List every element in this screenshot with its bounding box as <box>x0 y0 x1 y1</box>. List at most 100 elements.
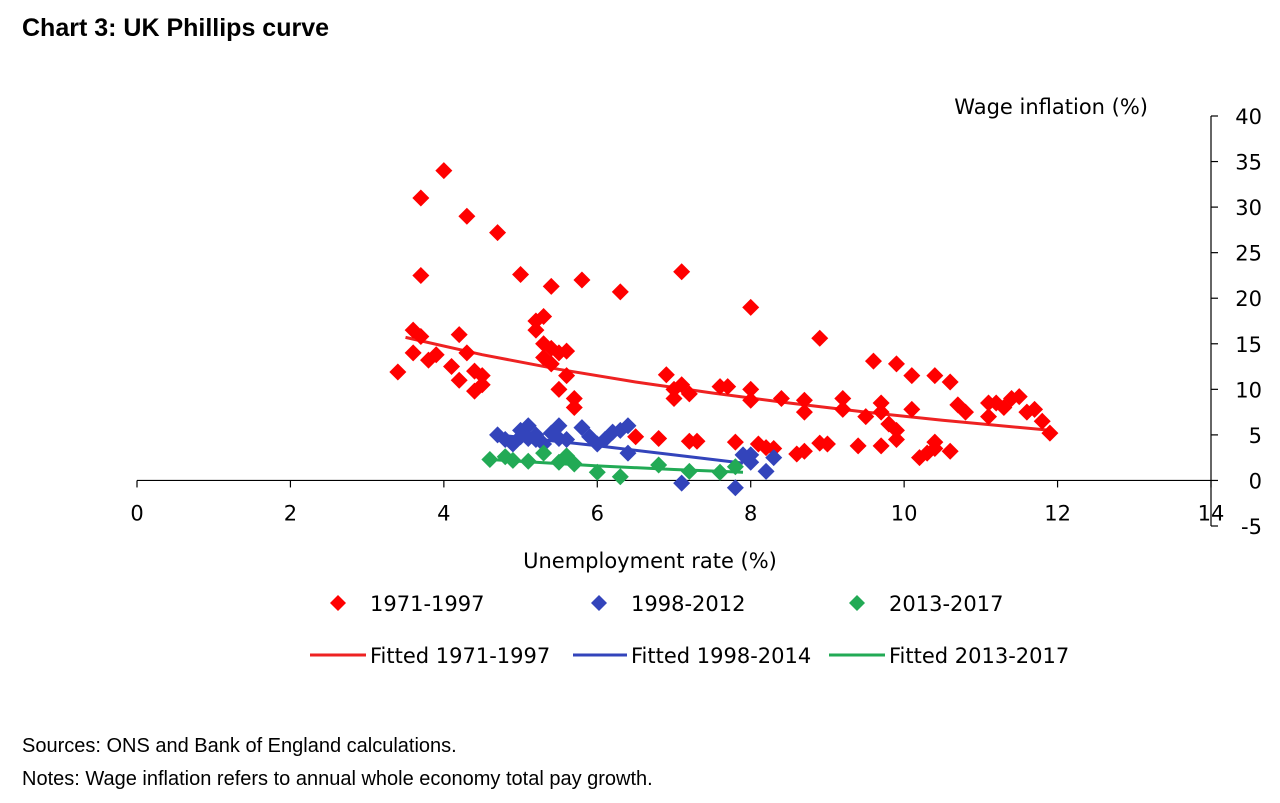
data-point <box>680 385 698 403</box>
data-point <box>650 430 668 448</box>
data-point <box>765 440 783 458</box>
data-point <box>818 435 836 453</box>
data-point <box>726 433 744 451</box>
data-point <box>565 389 583 407</box>
data-point <box>573 271 591 289</box>
data-point <box>795 403 813 421</box>
data-point <box>611 468 629 486</box>
data-point <box>489 224 507 242</box>
data-point <box>711 463 729 481</box>
data-point <box>512 266 530 284</box>
y-tick-label: 20 <box>1235 287 1262 311</box>
data-point <box>872 437 890 455</box>
data-point <box>941 373 959 391</box>
scatter-points <box>389 162 1059 497</box>
legend-marker <box>849 595 865 611</box>
data-point <box>535 307 553 325</box>
data-point <box>404 344 422 362</box>
data-point <box>1033 412 1051 430</box>
data-point <box>504 451 522 469</box>
data-point <box>550 417 568 435</box>
legend: 1971-1997 1998-2012 2013-2017 Fitted 1971-1… <box>310 592 1069 668</box>
data-point <box>443 358 461 376</box>
data-point <box>926 433 944 451</box>
data-point <box>458 344 476 362</box>
data-point <box>903 400 921 418</box>
data-point <box>887 355 905 373</box>
data-point <box>412 189 430 207</box>
data-point <box>926 367 944 385</box>
data-point <box>957 403 975 421</box>
data-point <box>389 363 407 381</box>
x-tick-label: 2 <box>284 501 297 525</box>
y-tick-label: 5 <box>1249 424 1262 448</box>
data-point <box>834 389 852 407</box>
data-point <box>887 430 905 448</box>
data-point <box>565 455 583 473</box>
y-tick-label: 35 <box>1235 151 1262 175</box>
data-point <box>688 432 706 450</box>
data-point <box>450 326 468 344</box>
fitted-line <box>405 335 1051 432</box>
x-tick-label: 14 <box>1198 501 1225 525</box>
data-point <box>834 400 852 418</box>
notes-note: Notes: Wage inflation refers to annual w… <box>22 768 653 790</box>
y-tick-label: 0 <box>1249 469 1262 493</box>
data-point <box>473 367 491 385</box>
data-point <box>765 449 783 467</box>
y-axis-label: Wage inflation (%) <box>954 95 1148 119</box>
data-point <box>473 376 491 394</box>
data-point <box>980 408 998 426</box>
data-point <box>627 428 645 446</box>
data-point <box>726 458 744 476</box>
legend-label: 1998-2012 <box>631 592 745 616</box>
sources-note: Sources: ONS and Bank of England calcula… <box>22 735 457 757</box>
data-point <box>665 389 683 407</box>
data-point <box>857 408 875 426</box>
x-axis-label: Unemployment rate (%) <box>523 549 777 573</box>
legend-label: 1971-1997 <box>370 592 484 616</box>
data-point <box>742 298 760 316</box>
x-tick-label: 4 <box>437 501 450 525</box>
legend-label: Fitted 1971-1997 <box>370 644 550 668</box>
data-point <box>1010 388 1028 406</box>
data-point <box>611 283 629 301</box>
fitted-line <box>489 458 744 474</box>
data-point <box>427 346 445 364</box>
legend-label: Fitted 1998-2014 <box>631 644 811 668</box>
y-tick-label: 25 <box>1235 242 1262 266</box>
legend-label: 2013-2017 <box>889 592 1003 616</box>
x-tick-label: 6 <box>591 501 604 525</box>
data-point <box>481 450 499 468</box>
data-point <box>772 389 790 407</box>
chart-title: Chart 3: UK Phillips curve <box>22 14 330 42</box>
data-point <box>588 463 606 481</box>
phillips-curve-chart: 0 2 4 6 8 10 12 14 -5 0 5 10 15 20 25 30 35 40 Unemployme… <box>130 95 1262 668</box>
data-point <box>619 444 637 462</box>
data-point <box>1041 424 1059 442</box>
data-point <box>412 266 430 284</box>
data-point <box>550 380 568 398</box>
data-point <box>650 456 668 474</box>
data-point <box>519 452 537 470</box>
data-point <box>542 277 560 295</box>
data-point <box>864 352 882 370</box>
data-point <box>558 342 576 360</box>
data-point <box>450 371 468 389</box>
data-point <box>527 321 545 339</box>
data-point <box>849 437 867 455</box>
data-point <box>535 435 553 453</box>
data-point <box>872 403 890 421</box>
axes: 0 2 4 6 8 10 12 14 -5 0 5 10 15 20 25 30 35 40 <box>130 105 1262 539</box>
y-tick-label: 15 <box>1235 333 1262 357</box>
y-tick-label: 40 <box>1235 105 1262 129</box>
legend-label: Fitted 2013-2017 <box>889 644 1069 668</box>
data-point <box>458 207 476 225</box>
y-tick-label: 10 <box>1235 378 1262 402</box>
legend-marker <box>330 595 346 611</box>
data-point <box>795 442 813 460</box>
data-point <box>941 442 959 460</box>
data-point <box>673 263 691 281</box>
data-point <box>811 329 829 347</box>
data-point <box>872 394 890 412</box>
